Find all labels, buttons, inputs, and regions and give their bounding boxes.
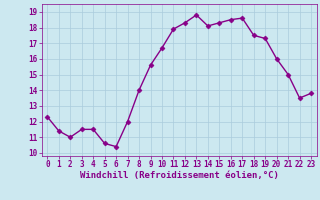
X-axis label: Windchill (Refroidissement éolien,°C): Windchill (Refroidissement éolien,°C) (80, 171, 279, 180)
